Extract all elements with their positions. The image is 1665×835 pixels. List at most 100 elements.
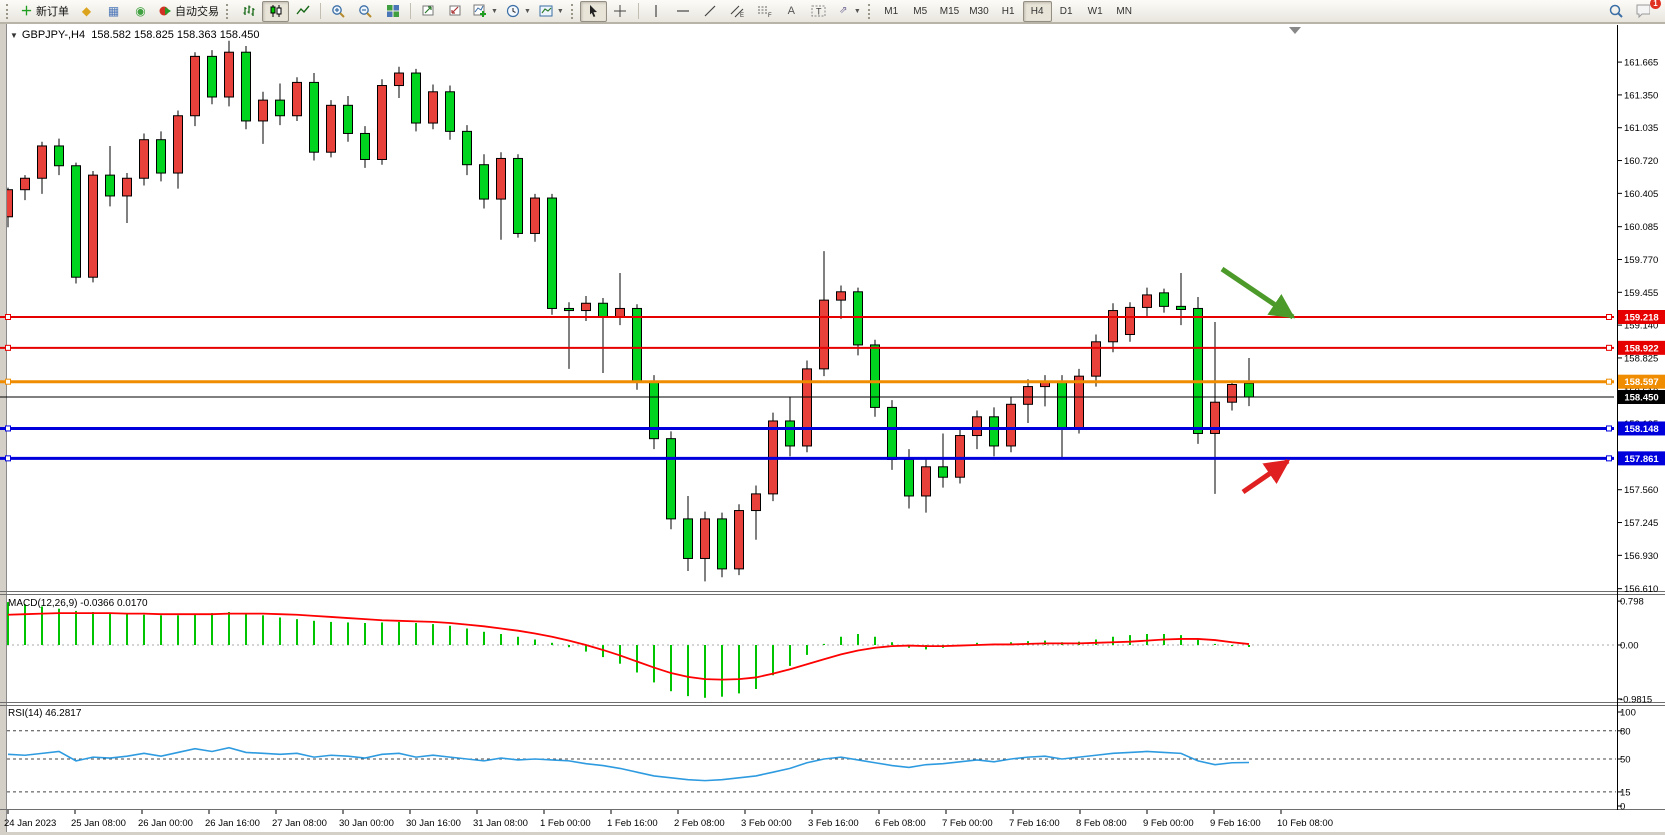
- candle-body: [649, 380, 659, 440]
- hline-anchor[interactable]: [1606, 455, 1612, 462]
- search-button[interactable]: [1602, 1, 1629, 22]
- vertical-line-tool-button[interactable]: [643, 1, 670, 22]
- time-axis-label: 26 Jan 16:00: [205, 818, 260, 829]
- candle-body: [462, 130, 472, 166]
- price-axis-label: 156.930: [1624, 551, 1658, 562]
- macd-axis-label: 0.00: [1620, 641, 1639, 652]
- hline-anchor[interactable]: [5, 378, 11, 385]
- macd-axis-label: 0.798: [1620, 597, 1644, 608]
- trendline-tool-button[interactable]: [697, 1, 724, 22]
- cascade-charts-button[interactable]: [442, 1, 469, 22]
- timeframe-M15[interactable]: M15: [939, 5, 960, 17]
- svg-text:T: T: [816, 7, 822, 17]
- rsi-label: RSI(14) 46.2817: [8, 708, 82, 719]
- price-label-text: 158.148: [1624, 424, 1658, 435]
- up-bounce-arrow[interactable]: [1241, 458, 1291, 495]
- price-label-text: 158.450: [1624, 393, 1658, 404]
- text-a-icon: A: [787, 4, 795, 17]
- bar-chart-icon: [241, 4, 256, 19]
- hline-anchor[interactable]: [5, 344, 11, 351]
- candle-body: [751, 493, 761, 512]
- hline-anchor[interactable]: [1606, 314, 1612, 320]
- zoom-in-button[interactable]: [325, 1, 352, 22]
- candle-body: [717, 518, 727, 570]
- time-axis-label: 3 Feb 16:00: [808, 818, 859, 829]
- fibonacci-tool-button[interactable]: F: [751, 1, 778, 22]
- arrows-tool-button[interactable]: ⇗ ▼: [832, 1, 865, 22]
- notifications-button[interactable]: 1: [1629, 0, 1661, 22]
- price-label-text: 159.218: [1624, 313, 1658, 324]
- line-chart-button[interactable]: [289, 1, 316, 22]
- candle-body: [139, 139, 149, 179]
- horizontal-line-tool-button[interactable]: [670, 1, 697, 22]
- candle-body: [20, 177, 30, 191]
- candle-body: [1193, 307, 1203, 434]
- candle-body: [1159, 292, 1169, 307]
- hline-anchor[interactable]: [5, 455, 11, 462]
- chart-shift-marker[interactable]: [1289, 27, 1301, 34]
- price-axis-label: 160.405: [1624, 189, 1658, 200]
- toolbar-grip[interactable]: [867, 3, 874, 19]
- rsi-axis-label: 100: [1620, 708, 1636, 719]
- rsi-pane: [7, 730, 1616, 793]
- timeframe-MN[interactable]: MN: [1116, 5, 1132, 17]
- cursor-tool-button[interactable]: [579, 0, 607, 22]
- candle-body: [394, 72, 404, 87]
- down-trend-arrow[interactable]: [1220, 266, 1296, 320]
- periods-button[interactable]: ▼: [502, 1, 535, 22]
- timeframe-M1[interactable]: M1: [884, 5, 899, 17]
- candlestick-chart-button[interactable]: [262, 0, 289, 22]
- tile-windows-button[interactable]: [379, 1, 406, 22]
- candle-body: [598, 302, 608, 318]
- hline-anchor[interactable]: [5, 314, 11, 320]
- arrange-charts-button[interactable]: [415, 1, 442, 22]
- line-chart-icon: [295, 4, 310, 19]
- hline-anchor[interactable]: [1606, 378, 1612, 385]
- timeframe-D1[interactable]: D1: [1059, 5, 1073, 17]
- text-tool-button[interactable]: A: [778, 1, 805, 22]
- hline-anchor[interactable]: [1606, 344, 1612, 351]
- indicators-button[interactable]: ▼: [469, 1, 502, 22]
- zoom-in-icon: [331, 4, 346, 19]
- quotes-button[interactable]: ◆: [73, 1, 100, 22]
- candle-body: [1142, 294, 1152, 308]
- crosshair-tool-button[interactable]: [607, 1, 634, 22]
- market-watch-button[interactable]: ▦: [100, 1, 127, 22]
- timeframe-H1[interactable]: H1: [1001, 5, 1015, 17]
- bar-chart-button[interactable]: [235, 1, 262, 22]
- templates-button[interactable]: ▼: [535, 1, 568, 22]
- price-axis-label: 161.665: [1624, 58, 1658, 69]
- hline-anchor[interactable]: [5, 425, 11, 432]
- timeframe-M30[interactable]: M30: [969, 5, 989, 17]
- timeframe-W1[interactable]: W1: [1087, 5, 1103, 17]
- candle-body: [224, 51, 234, 98]
- time-axis-label: 7 Feb 00:00: [942, 818, 993, 829]
- candle-body: [71, 165, 81, 278]
- toolbar-grip[interactable]: [570, 3, 577, 19]
- symbol-dropdown-icon[interactable]: ▼: [10, 31, 18, 40]
- time-axis-label: 24 Jan 2023: [4, 818, 56, 829]
- text-label-tool-button[interactable]: T: [805, 1, 832, 22]
- candle-body: [1006, 403, 1016, 447]
- channel-tool-button[interactable]: E: [724, 1, 751, 22]
- candle-body: [1023, 386, 1033, 405]
- toolbar-separator: [410, 3, 411, 19]
- main-toolbar: ＋ 新订单 ◆ ▦ ◉ 自动交易: [0, 0, 1665, 23]
- new-order-button[interactable]: ＋ 新订单: [15, 1, 73, 22]
- autotrading-icon: [158, 4, 173, 19]
- price-label-box: [1618, 340, 1665, 355]
- candle-body: [411, 72, 421, 124]
- search-icon: [1608, 4, 1623, 19]
- signals-button[interactable]: ◉: [127, 1, 154, 22]
- macd-pane: [7, 602, 1616, 698]
- chat-bubble-icon: [1635, 4, 1650, 19]
- hline-anchor[interactable]: [1606, 425, 1612, 432]
- toolbar-grip[interactable]: [6, 3, 12, 19]
- autotrading-button[interactable]: 自动交易: [154, 1, 223, 22]
- candle-body: [7, 189, 13, 218]
- timeframe-H4[interactable]: H4: [1022, 0, 1052, 22]
- toolbar-grip[interactable]: [226, 3, 232, 19]
- zoom-out-button[interactable]: [352, 1, 379, 22]
- timeframe-M5[interactable]: M5: [913, 5, 928, 17]
